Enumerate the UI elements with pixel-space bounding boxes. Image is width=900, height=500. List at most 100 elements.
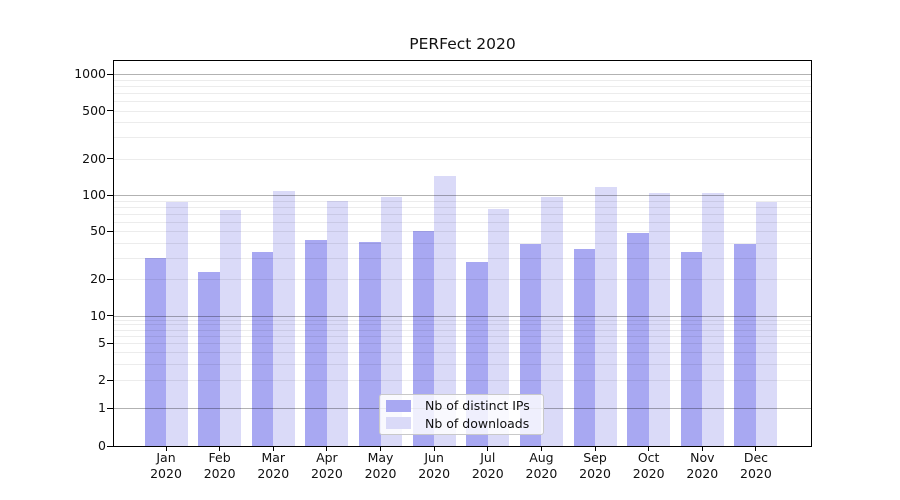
- x-tick: [433, 447, 435, 451]
- grid-line-minor: [114, 79, 811, 81]
- y-tick-label: 5: [98, 335, 106, 351]
- grid-line-minor: [114, 137, 811, 139]
- grid-line-minor: [114, 324, 811, 326]
- x-tick: [219, 447, 221, 451]
- bar-downloads-1: [219, 210, 242, 446]
- bar-distinct-ips-8: [573, 248, 596, 446]
- bar-downloads-5: [434, 175, 456, 446]
- legend: Nb of distinct IPs Nb of downloads: [379, 394, 544, 435]
- y-tick: [107, 342, 113, 344]
- y-tick: [107, 110, 113, 112]
- grid-line-minor: [114, 343, 811, 345]
- grid-line-minor: [114, 86, 811, 88]
- grid-line-major: [114, 195, 811, 196]
- x-tick-label: Mar 2020: [257, 450, 290, 481]
- y-tick: [107, 194, 113, 196]
- grid-line-minor: [114, 231, 811, 233]
- grid-line-minor: [114, 242, 811, 244]
- x-tick-label: May 2020: [364, 450, 397, 481]
- y-tick-label: 0: [98, 438, 106, 453]
- grid-line-major: [114, 315, 811, 317]
- grid-line-minor: [114, 206, 811, 208]
- x-tick: [540, 447, 542, 451]
- bar-distinct-ips-3: [305, 240, 327, 446]
- legend-swatch-distinct-ips: [386, 399, 411, 412]
- bar-distinct-ips-1: [198, 271, 220, 446]
- y-tick-label: 20: [90, 271, 106, 287]
- y-tick: [107, 315, 113, 317]
- bar-downloads-4: [380, 197, 403, 446]
- grid-line-minor: [114, 352, 811, 354]
- grid-line-minor: [114, 279, 811, 281]
- x-tick-label: Jul 2020: [471, 450, 504, 481]
- grid-line-minor: [114, 329, 811, 331]
- y-tick: [107, 407, 113, 409]
- y-tick: [107, 379, 113, 381]
- bar-downloads-2: [273, 190, 295, 446]
- x-tick-label: Dec 2020: [740, 450, 772, 481]
- x-tick-label: Jun 2020: [418, 450, 451, 481]
- x-tick: [326, 447, 328, 451]
- y-tick: [107, 73, 113, 75]
- grid-line-minor: [114, 110, 811, 112]
- x-tick-label: Nov 2020: [686, 450, 719, 481]
- y-tick-label: 200: [82, 150, 106, 166]
- grid-line-major: [114, 74, 811, 76]
- grid-line-minor: [114, 319, 811, 321]
- y-tick-label: 2: [98, 372, 106, 388]
- x-tick: [755, 447, 757, 451]
- x-tick-label: Sep 2020: [579, 450, 611, 481]
- legend-swatch-downloads: [386, 417, 411, 430]
- x-tick: [487, 447, 489, 451]
- y-tick: [107, 445, 113, 447]
- grid-line-minor: [114, 221, 811, 223]
- x-tick-label: Jan 2020: [150, 450, 182, 481]
- bar-downloads-9: [648, 192, 671, 446]
- bar-downloads-3: [326, 201, 349, 446]
- x-tick: [165, 447, 167, 451]
- bar-distinct-ips-4: [359, 241, 381, 446]
- legend-item-downloads: Nb of downloads: [386, 415, 537, 433]
- x-tick: [648, 447, 650, 451]
- legend-item-distinct-ips: Nb of distinct IPs: [386, 397, 537, 415]
- bar-downloads-0: [166, 201, 188, 446]
- grid-line-minor: [114, 258, 811, 260]
- grid-line-minor: [114, 93, 811, 95]
- grid-line-minor: [114, 200, 811, 202]
- grid-line-minor: [114, 101, 811, 103]
- y-tick-label: 50: [90, 223, 106, 239]
- bar-distinct-ips-9: [627, 233, 649, 446]
- grid-line-minor: [114, 122, 811, 124]
- grid-line-minor: [114, 364, 811, 366]
- y-tick: [107, 158, 113, 160]
- bar-downloads-6: [487, 208, 510, 446]
- grid-layer: [114, 61, 811, 446]
- bar-downloads-8: [595, 187, 617, 446]
- x-tick-label: Feb 2020: [203, 450, 236, 481]
- plot-area: [113, 60, 812, 447]
- x-tick: [594, 447, 596, 451]
- grid-line-minor: [114, 336, 811, 338]
- x-tick: [380, 447, 382, 451]
- bar-distinct-ips-2: [251, 251, 274, 446]
- bar-distinct-ips-0: [144, 258, 166, 446]
- bar-downloads-11: [755, 201, 778, 446]
- y-tick-label: 1000: [74, 66, 106, 82]
- x-tick: [701, 447, 703, 451]
- x-tick-label: Aug 2020: [525, 450, 558, 481]
- x-tick-label: Apr 2020: [310, 450, 343, 481]
- bar-downloads-10: [702, 192, 724, 446]
- legend-label-downloads: Nb of downloads: [425, 415, 530, 431]
- chart-title: PERFect 2020: [409, 35, 516, 53]
- grid-line-minor: [114, 213, 811, 215]
- x-tick: [272, 447, 274, 451]
- y-tick-label: 100: [82, 187, 106, 202]
- y-tick-label: 500: [82, 102, 106, 118]
- y-tick: [107, 278, 113, 280]
- grid-line-minor: [114, 380, 811, 382]
- y-tick: [107, 230, 113, 232]
- bar-downloads-7: [541, 196, 563, 446]
- bar-distinct-ips-10: [680, 251, 703, 446]
- y-tick-label: 1: [98, 400, 106, 416]
